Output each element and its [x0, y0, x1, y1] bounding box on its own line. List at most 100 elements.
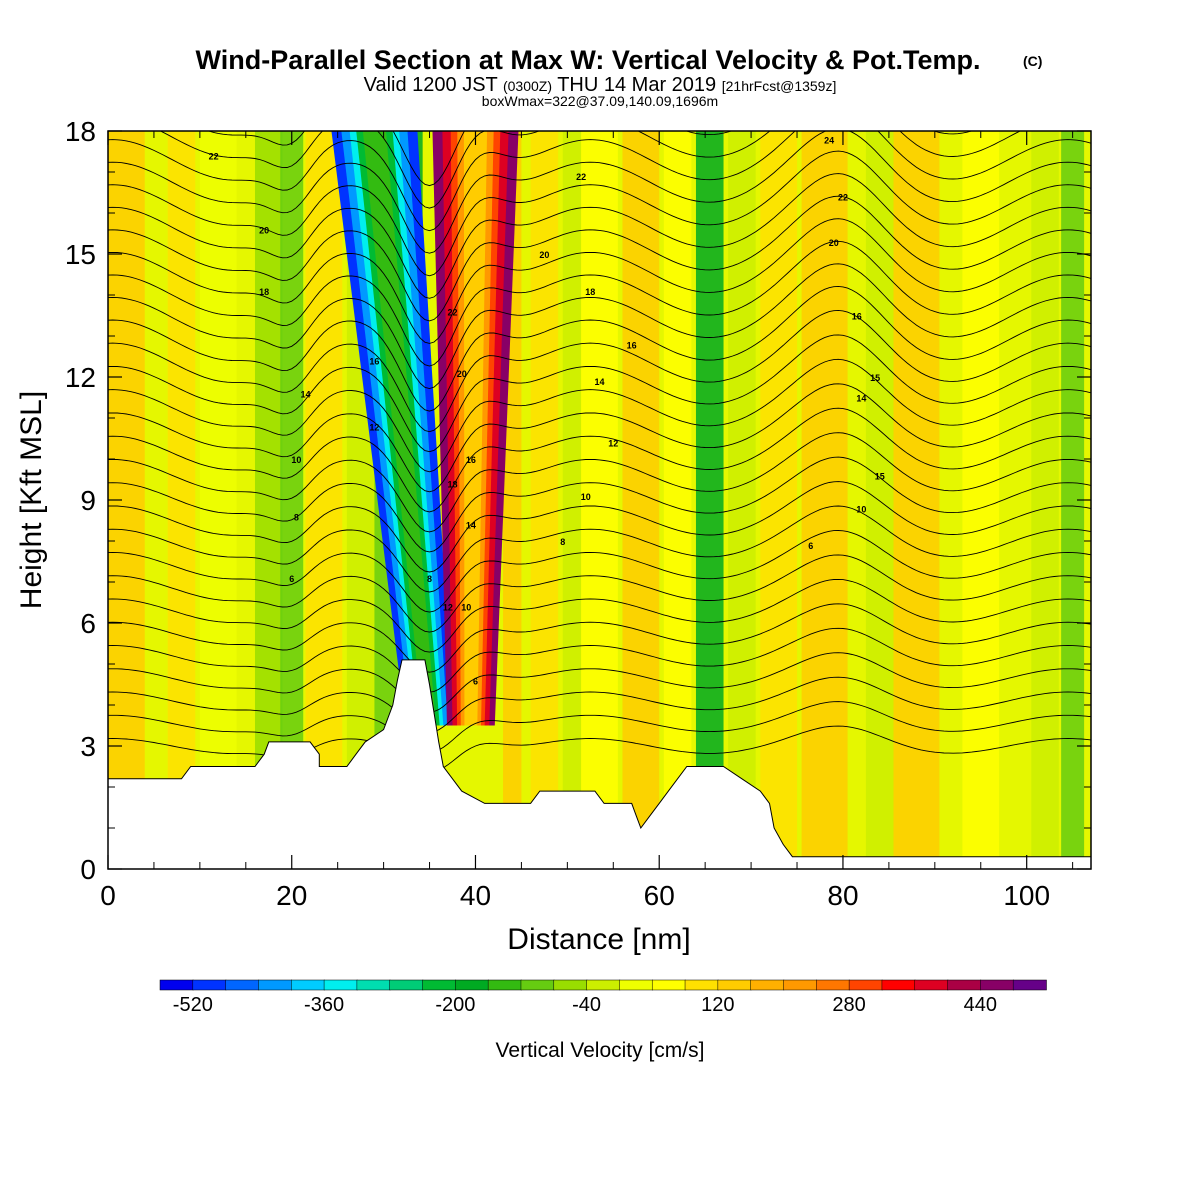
contour-label: 8 [427, 574, 432, 584]
theta-contour-line [108, 334, 1091, 453]
x-tick-label: 40 [460, 880, 491, 911]
contour-label: 16 [369, 357, 379, 367]
velocity-band [280, 131, 304, 869]
velocity-band [728, 131, 756, 869]
velocity-band [530, 131, 559, 869]
colorbar-tick-label: -40 [572, 994, 601, 1016]
contour-label: 6 [808, 541, 813, 551]
velocity-band [622, 131, 660, 869]
y-tick-label: 12 [65, 362, 96, 393]
colorbar-tick-label: 440 [964, 994, 997, 1016]
theta-contour-line [108, 652, 1091, 713]
theta-contour-line [108, 131, 1091, 232]
colorbar-title: Vertical Velocity [cm/s] [496, 1039, 705, 1062]
colorbar-swatch [192, 979, 227, 991]
theta-contour-line [108, 240, 1091, 367]
subtitle-valid: Valid 1200 JST [364, 74, 498, 96]
y-tick-label: 15 [65, 239, 96, 270]
theta-contour-line [108, 676, 1091, 733]
x-tick-label: 0 [100, 880, 116, 911]
colorbar-tick-label: 120 [701, 994, 734, 1016]
contour-label: 12 [443, 603, 453, 613]
colorbar: -520 -360 -200 -40 120 280 440 [159, 979, 1047, 1016]
velocity-band [562, 131, 582, 869]
y-tick-label: 3 [80, 731, 96, 762]
theta-contour-line [108, 481, 1091, 573]
subtitle-date: THU 14 Mar 2019 [557, 74, 716, 96]
colorbar-swatch [323, 979, 358, 991]
x-tick-label: 60 [644, 880, 675, 911]
colorbar-swatch [455, 979, 489, 991]
colorbar-swatch [225, 979, 260, 991]
contour-label: 8 [560, 537, 565, 547]
colorbar-swatch [947, 979, 982, 991]
y-tick-label: 18 [65, 116, 96, 147]
colorbar-swatch [914, 979, 949, 991]
theta-contour-line [108, 309, 1091, 433]
velocity-band [893, 131, 940, 869]
colorbar-swatch [651, 979, 686, 991]
downdraft-core [362, 131, 436, 726]
y-tick-label: 9 [80, 485, 96, 516]
x-tick-label: 100 [1003, 880, 1050, 911]
theta-contour-labels: 6 8 10 14 12 16 18 20 22 8 12 10 6 14 18 16 20 22 8 10 12 14 1… [209, 135, 885, 686]
theta-contour-line [108, 530, 1091, 613]
velocity-band [199, 131, 237, 869]
velocity-band [1061, 131, 1085, 869]
axes: 0 20 40 60 80 100 0 3 6 9 12 15 18 [65, 116, 1091, 911]
colorbar-swatch [684, 979, 719, 991]
colorbar-swatch [980, 979, 1014, 991]
chart-subtitle2: boxWmax=322@37.09,140.09,1696m [482, 93, 718, 109]
velocity-band [695, 131, 724, 869]
y-axis-title: Height [Kft MSL] [15, 391, 48, 609]
contour-label: 18 [259, 287, 269, 297]
colorbar-tick-label: 280 [832, 994, 865, 1016]
colorbar-swatch [389, 979, 424, 991]
theta-contour-line [108, 218, 1091, 344]
theta-contour-line [108, 131, 1091, 254]
colorbar-tick-label: -360 [304, 994, 344, 1016]
contour-label: 22 [576, 172, 586, 182]
colorbar-swatch [520, 979, 555, 991]
contour-label: 12 [608, 439, 618, 449]
colorbar-swatch [717, 979, 752, 991]
x-tick-label: 80 [827, 880, 858, 911]
x-axis-title: Distance [nm] [507, 923, 690, 956]
theta-contour-line [108, 554, 1091, 633]
contour-label: 15 [870, 373, 880, 383]
colorbar-swatch [1012, 979, 1047, 991]
subtitle-utc: (0300Z) [503, 78, 552, 94]
y-tick-label: 0 [80, 854, 96, 885]
velocity-band [663, 131, 692, 869]
colorbar-tick-label: -200 [435, 994, 475, 1016]
colorbar-swatch [291, 979, 325, 991]
theta-contour-line [108, 358, 1091, 473]
contour-label: 18 [448, 480, 458, 490]
contour-label: 10 [461, 603, 471, 613]
y-tick-label: 6 [80, 608, 96, 639]
contour-label: 15 [875, 472, 885, 482]
contour-label: 22 [838, 193, 848, 203]
subtitle-fcst: [21hrFcst@1359z] [722, 78, 837, 94]
velocity-band [1031, 131, 1059, 869]
contour-label: 16 [627, 340, 637, 350]
colorbar-swatch [159, 979, 194, 991]
theta-contour-line [108, 150, 1091, 277]
contour-label: 10 [291, 455, 301, 465]
theta-contour-line [108, 701, 1091, 753]
colorbar-swatch [258, 979, 293, 991]
colorbar-swatch [422, 979, 457, 991]
theta-contour-line [108, 505, 1091, 593]
contour-label: 14 [856, 394, 866, 404]
colorbar-swatch [487, 979, 522, 991]
colorbar-swatch [816, 979, 850, 991]
chart-title: Wind-Parallel Section at Max W: Vertical… [196, 45, 981, 75]
contour-label: 22 [448, 308, 458, 318]
contour-label: 24 [824, 135, 834, 145]
velocity-band [760, 131, 798, 869]
theta-contour-line [108, 603, 1091, 673]
contour-label: 18 [585, 287, 595, 297]
velocity-band [962, 131, 1000, 869]
contour-label: 10 [856, 504, 866, 514]
